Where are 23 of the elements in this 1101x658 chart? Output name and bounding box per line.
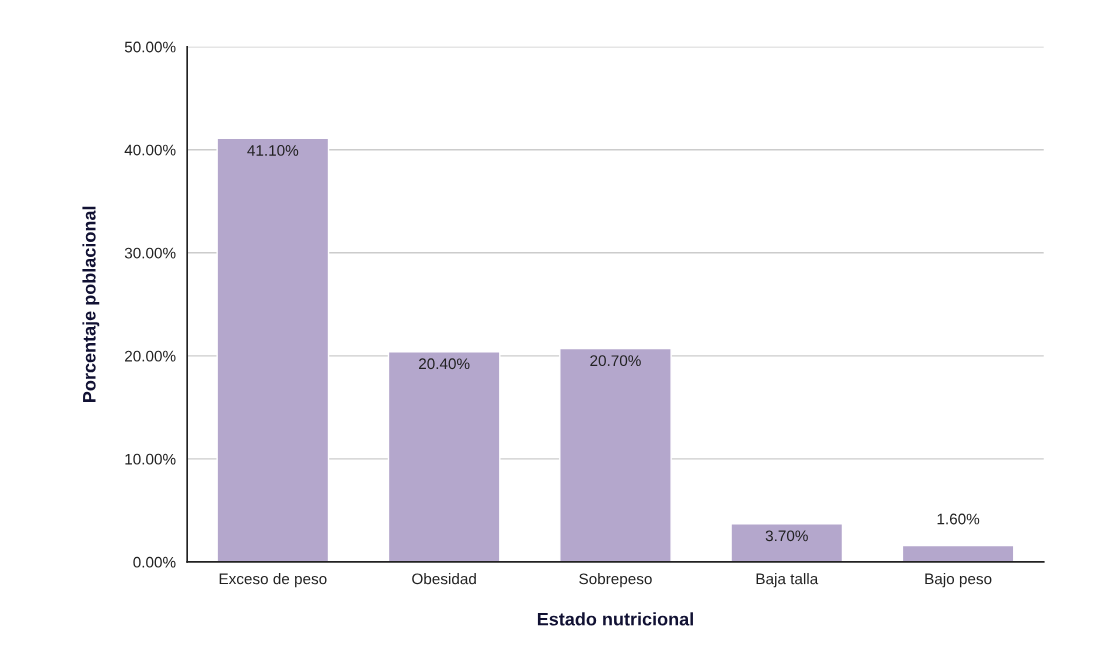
y-tick-label: 10.00% bbox=[125, 453, 176, 465]
x-axis-title: Estado nutricional bbox=[537, 612, 693, 626]
y-tick-label: 20.00% bbox=[125, 350, 176, 362]
x-tick-label: Exceso de peso bbox=[219, 573, 327, 588]
data-label: 1.60% bbox=[937, 513, 980, 525]
data-label: 41.10% bbox=[247, 145, 299, 156]
x-tick-label: Sobrepeso bbox=[579, 573, 652, 588]
bar bbox=[387, 351, 501, 562]
bar bbox=[559, 347, 672, 562]
bar bbox=[901, 544, 1015, 562]
y-tick-label: 40.00% bbox=[124, 144, 176, 156]
x-tick-label: Baja talla bbox=[756, 573, 819, 588]
bar bbox=[216, 137, 330, 562]
x-tick-label: Obesidad bbox=[412, 573, 476, 585]
y-axis-title: Porcentaje poblacional bbox=[82, 206, 100, 402]
y-tick-label: 50.00% bbox=[124, 41, 176, 53]
y-tick-label: 30.00% bbox=[124, 247, 176, 259]
data-label: 20.40% bbox=[419, 358, 470, 370]
data-label: 20.70% bbox=[590, 355, 641, 367]
bar bbox=[730, 523, 844, 562]
data-label: 3.70% bbox=[765, 530, 808, 542]
y-tick-label: 0.00% bbox=[133, 556, 176, 568]
x-tick-label: Bajo peso bbox=[925, 573, 992, 588]
